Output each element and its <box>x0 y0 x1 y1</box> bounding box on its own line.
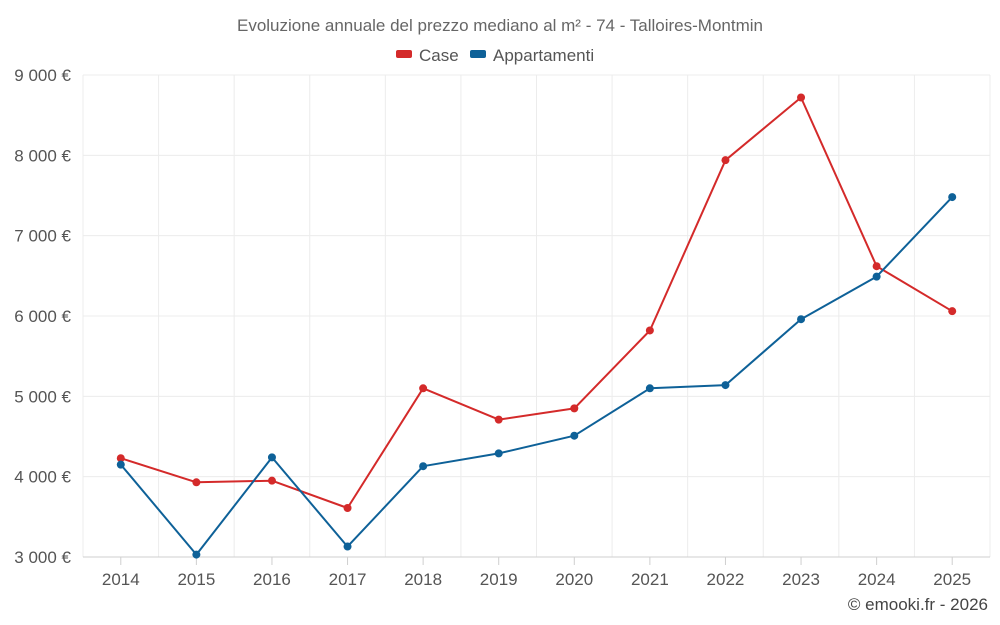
data-point-case[interactable] <box>948 307 957 316</box>
x-tick-label: 2024 <box>858 570 896 589</box>
legend-item-case[interactable]: Case <box>396 46 459 65</box>
data-point-case[interactable] <box>797 93 806 102</box>
series-line-case <box>120 96 953 509</box>
x-tick-label: 2014 <box>102 570 140 589</box>
x-tick-label: 2017 <box>329 570 367 589</box>
chart-title: Evoluzione annuale del prezzo mediano al… <box>237 16 763 35</box>
data-point-appartamenti[interactable] <box>343 542 352 551</box>
data-point-appartamenti[interactable] <box>645 384 654 393</box>
x-tick-label: 2018 <box>404 570 442 589</box>
data-point-appartamenti[interactable] <box>721 381 730 390</box>
data-point-appartamenti[interactable] <box>419 462 428 471</box>
grid <box>82 74 991 557</box>
y-tick-label: 5 000 € <box>14 387 71 406</box>
x-tick-label: 2020 <box>555 570 593 589</box>
data-point-case[interactable] <box>192 478 201 487</box>
y-tick-label: 9 000 € <box>14 66 71 85</box>
axes: 9 000 € 8 000 € 7 000 € 6 000 € 5 000 € 4 000… <box>14 66 990 589</box>
data-point-appartamenti[interactable] <box>948 193 957 202</box>
legend-label-appartamenti[interactable]: Appartamenti <box>493 46 594 65</box>
data-point-case[interactable] <box>570 404 579 413</box>
y-tick-label: 6 000 € <box>14 307 71 326</box>
data-point-case[interactable] <box>645 326 654 335</box>
data-point-case[interactable] <box>267 476 276 485</box>
data-point-case[interactable] <box>494 415 503 424</box>
data-point-appartamenti[interactable] <box>570 431 579 440</box>
data-point-case[interactable] <box>343 503 352 512</box>
legend-swatch-appartamenti <box>470 50 486 58</box>
x-tick-label: 2023 <box>782 570 820 589</box>
y-tick-label: 8 000 € <box>14 146 71 165</box>
y-tick-label: 7 000 € <box>14 227 71 246</box>
data-point-case[interactable] <box>721 156 730 165</box>
data-point-appartamenti[interactable] <box>872 272 881 281</box>
data-point-case[interactable] <box>116 454 125 463</box>
data-point-appartamenti[interactable] <box>267 453 276 462</box>
series <box>116 93 957 559</box>
legend-swatch-case <box>396 50 412 58</box>
x-tick-label: 2025 <box>933 570 971 589</box>
data-point-appartamenti[interactable] <box>116 460 125 469</box>
x-tick-label: 2021 <box>631 570 669 589</box>
data-point-appartamenti[interactable] <box>192 550 201 559</box>
legend-label-case[interactable]: Case <box>419 46 459 65</box>
y-tick-label: 3 000 € <box>14 548 71 567</box>
legend: Case Appartamenti <box>396 46 594 65</box>
data-point-appartamenti[interactable] <box>797 315 806 324</box>
x-tick-label: 2016 <box>253 570 291 589</box>
x-tick-label: 2015 <box>177 570 215 589</box>
x-tick-label: 2019 <box>480 570 518 589</box>
legend-item-appartamenti[interactable]: Appartamenti <box>470 46 594 65</box>
data-point-appartamenti[interactable] <box>494 449 503 458</box>
credit-text: © emooki.fr - 2026 <box>848 595 988 614</box>
data-point-case[interactable] <box>872 262 881 271</box>
data-point-case[interactable] <box>419 384 428 393</box>
series-line-appartamenti <box>120 196 953 556</box>
x-tick-label: 2022 <box>707 570 745 589</box>
y-tick-label: 4 000 € <box>14 468 71 487</box>
